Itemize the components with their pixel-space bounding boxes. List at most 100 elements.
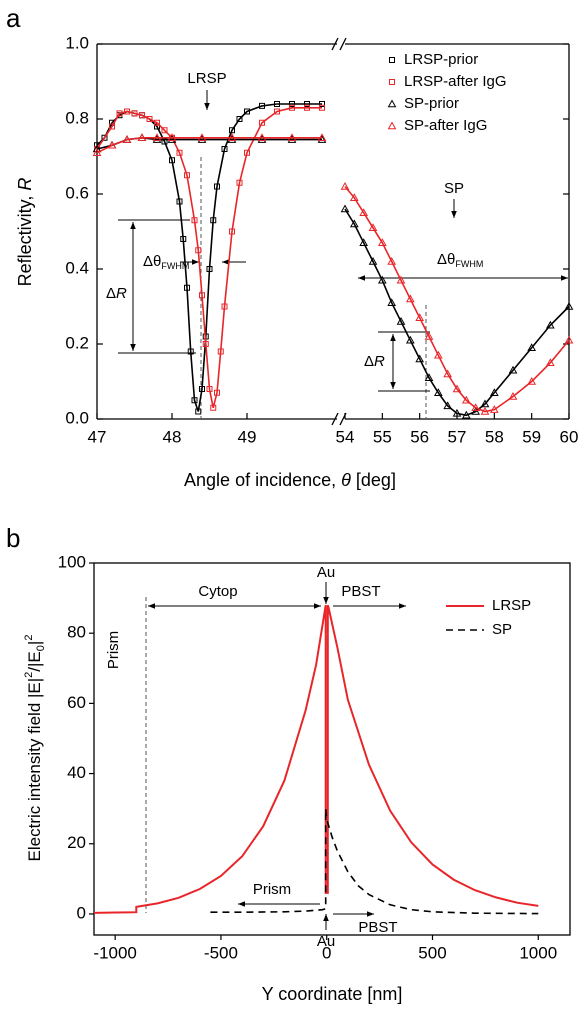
data-point bbox=[107, 140, 117, 149]
data-point bbox=[274, 108, 280, 115]
data-point bbox=[221, 146, 228, 152]
x-axis-label: Y coordinate [nm] bbox=[262, 984, 403, 1004]
x-tick-label: 49 bbox=[238, 427, 257, 446]
data-point bbox=[443, 401, 453, 410]
x-tick-label: 500 bbox=[418, 943, 446, 962]
data-point bbox=[452, 408, 462, 417]
data-line bbox=[96, 103, 322, 412]
data-point bbox=[405, 294, 415, 303]
data-point bbox=[154, 119, 160, 126]
annotation: Prism bbox=[105, 631, 122, 669]
data-point bbox=[167, 135, 177, 143]
legend-label: SP bbox=[492, 621, 512, 638]
annotations: LRSP SP ΔR ΔθFWHM ΔθFWHM ΔR bbox=[106, 70, 568, 419]
data-point bbox=[210, 404, 217, 411]
data-point bbox=[287, 135, 297, 143]
x-tick-label: 48 bbox=[163, 427, 182, 446]
data-point bbox=[304, 101, 310, 107]
data-point bbox=[221, 303, 228, 310]
data-point bbox=[349, 193, 359, 202]
data-point bbox=[415, 313, 425, 322]
data-point bbox=[229, 228, 235, 235]
data-point bbox=[387, 256, 397, 265]
legend-label: LRSP-prior bbox=[404, 51, 478, 68]
data-point bbox=[259, 119, 265, 126]
data-point bbox=[101, 134, 108, 141]
x-tick-label: 47 bbox=[88, 427, 107, 446]
x-tick-label: 55 bbox=[373, 427, 392, 446]
data-point bbox=[461, 410, 471, 419]
x-tick-label: 0 bbox=[322, 943, 331, 962]
data-point bbox=[184, 284, 190, 291]
data-point bbox=[191, 217, 198, 224]
annotation: PBST bbox=[358, 919, 397, 936]
y-axis-label: Reflectivity, R bbox=[15, 178, 35, 287]
data-point bbox=[139, 112, 145, 119]
data-point bbox=[214, 389, 220, 396]
data-point bbox=[176, 149, 183, 156]
data-point bbox=[167, 133, 177, 142]
annotation: Cytop bbox=[198, 583, 237, 600]
data-point bbox=[197, 135, 207, 143]
data-point bbox=[191, 397, 198, 404]
data-point bbox=[368, 256, 378, 265]
annotation: Au bbox=[317, 564, 335, 581]
annotation: ΔR bbox=[106, 285, 127, 302]
data-point bbox=[480, 406, 490, 415]
data-point bbox=[187, 348, 194, 355]
data-point bbox=[109, 123, 115, 130]
data-line bbox=[344, 208, 570, 417]
data-line bbox=[96, 137, 322, 154]
data-point bbox=[116, 110, 123, 117]
data-point bbox=[146, 116, 153, 122]
data-point bbox=[452, 384, 462, 393]
axes-frame bbox=[93, 562, 571, 936]
data-point bbox=[259, 102, 265, 109]
y-tick-label: 60 bbox=[67, 693, 86, 712]
data-point bbox=[433, 350, 443, 359]
data-point bbox=[471, 403, 481, 412]
data-point bbox=[424, 373, 434, 382]
data-point bbox=[424, 331, 434, 340]
data-point bbox=[289, 101, 295, 107]
x-tick-label: 56 bbox=[410, 427, 429, 446]
data-point bbox=[471, 406, 481, 415]
x-tick-label: -500 bbox=[204, 943, 238, 962]
legend-marker bbox=[389, 57, 395, 63]
data-point bbox=[508, 391, 518, 400]
y-axis-label: Electric intensity field |E|2/|E0|2 bbox=[23, 635, 47, 862]
data-point bbox=[489, 405, 499, 413]
data-point bbox=[197, 133, 207, 142]
data-point bbox=[180, 236, 187, 242]
data-point bbox=[195, 408, 202, 415]
data-point bbox=[545, 358, 555, 367]
data-point bbox=[202, 341, 209, 347]
y-tick-label: 100 bbox=[58, 552, 86, 571]
data-point bbox=[415, 354, 425, 363]
data-point bbox=[564, 335, 574, 344]
data-line bbox=[344, 185, 570, 413]
data-point bbox=[319, 104, 325, 111]
data-line bbox=[96, 107, 322, 408]
legend-label: LRSP bbox=[492, 597, 531, 614]
data-point bbox=[229, 127, 235, 134]
y-tick-label: 0 bbox=[77, 903, 86, 922]
y-tick-label: 40 bbox=[67, 763, 86, 782]
axes-frame bbox=[96, 37, 570, 426]
data-point bbox=[206, 386, 213, 392]
data-point bbox=[508, 365, 518, 374]
data-point bbox=[199, 292, 205, 299]
data-point bbox=[274, 101, 280, 107]
data-point bbox=[461, 395, 471, 404]
data-point bbox=[244, 149, 250, 156]
data-point bbox=[396, 316, 406, 325]
data-point bbox=[319, 101, 325, 107]
data-point bbox=[340, 181, 350, 190]
data-point bbox=[377, 238, 387, 247]
data-point bbox=[489, 388, 499, 397]
y-tick-label: 0.0 bbox=[65, 408, 89, 427]
y-tick-label: 1.0 bbox=[65, 33, 89, 52]
data-point bbox=[199, 386, 205, 392]
panel-label: a bbox=[6, 3, 21, 33]
